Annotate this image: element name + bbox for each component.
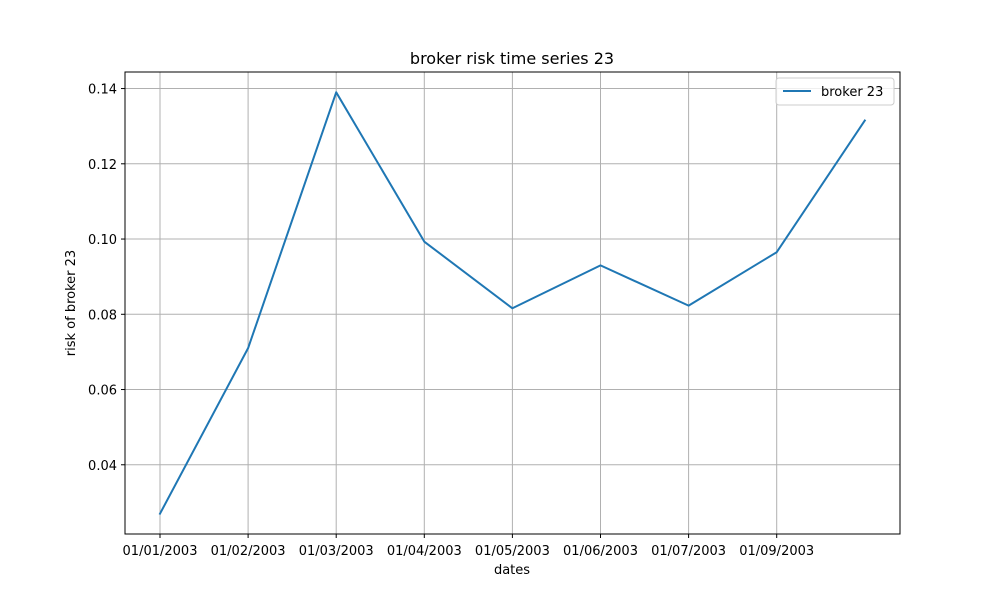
y-tick-label: 0.10	[88, 233, 117, 248]
legend-label-broker-23: broker 23	[821, 85, 883, 100]
chart-title: broker risk time series 23	[410, 49, 614, 68]
legend-box	[775, 77, 895, 106]
series-layer	[158, 91, 867, 516]
x-axis-ticks: 01/01/2003 01/02/2003 01/03/2003 01/04/2003…	[123, 534, 814, 559]
y-tick-label: 0.12	[88, 158, 117, 173]
x-tick-label: 01/05/2003	[475, 544, 550, 559]
x-tick-label: 01/02/2003	[211, 544, 286, 559]
y-axis-label: risk of broker 23	[64, 250, 79, 356]
y-tick-label: 0.06	[88, 384, 117, 399]
y-tick-label: 0.04	[88, 459, 117, 474]
y-tick-label: 0.14	[88, 83, 117, 98]
x-axis-label: dates	[494, 563, 530, 578]
y-axis-ticks: 0.04 0.06 0.08 0.10 0.12 0.14	[88, 83, 125, 474]
x-tick-label: 01/04/2003	[387, 544, 462, 559]
legend: broker 23	[775, 77, 895, 106]
x-tick-label: 01/07/2003	[651, 544, 726, 559]
x-tick-label: 01/09/2003	[739, 544, 814, 559]
grid	[125, 72, 900, 534]
y-tick-label: 0.08	[88, 308, 117, 323]
x-tick-label: 01/06/2003	[563, 544, 638, 559]
x-tick-label: 01/03/2003	[299, 544, 374, 559]
x-tick-label: 01/01/2003	[123, 544, 198, 559]
